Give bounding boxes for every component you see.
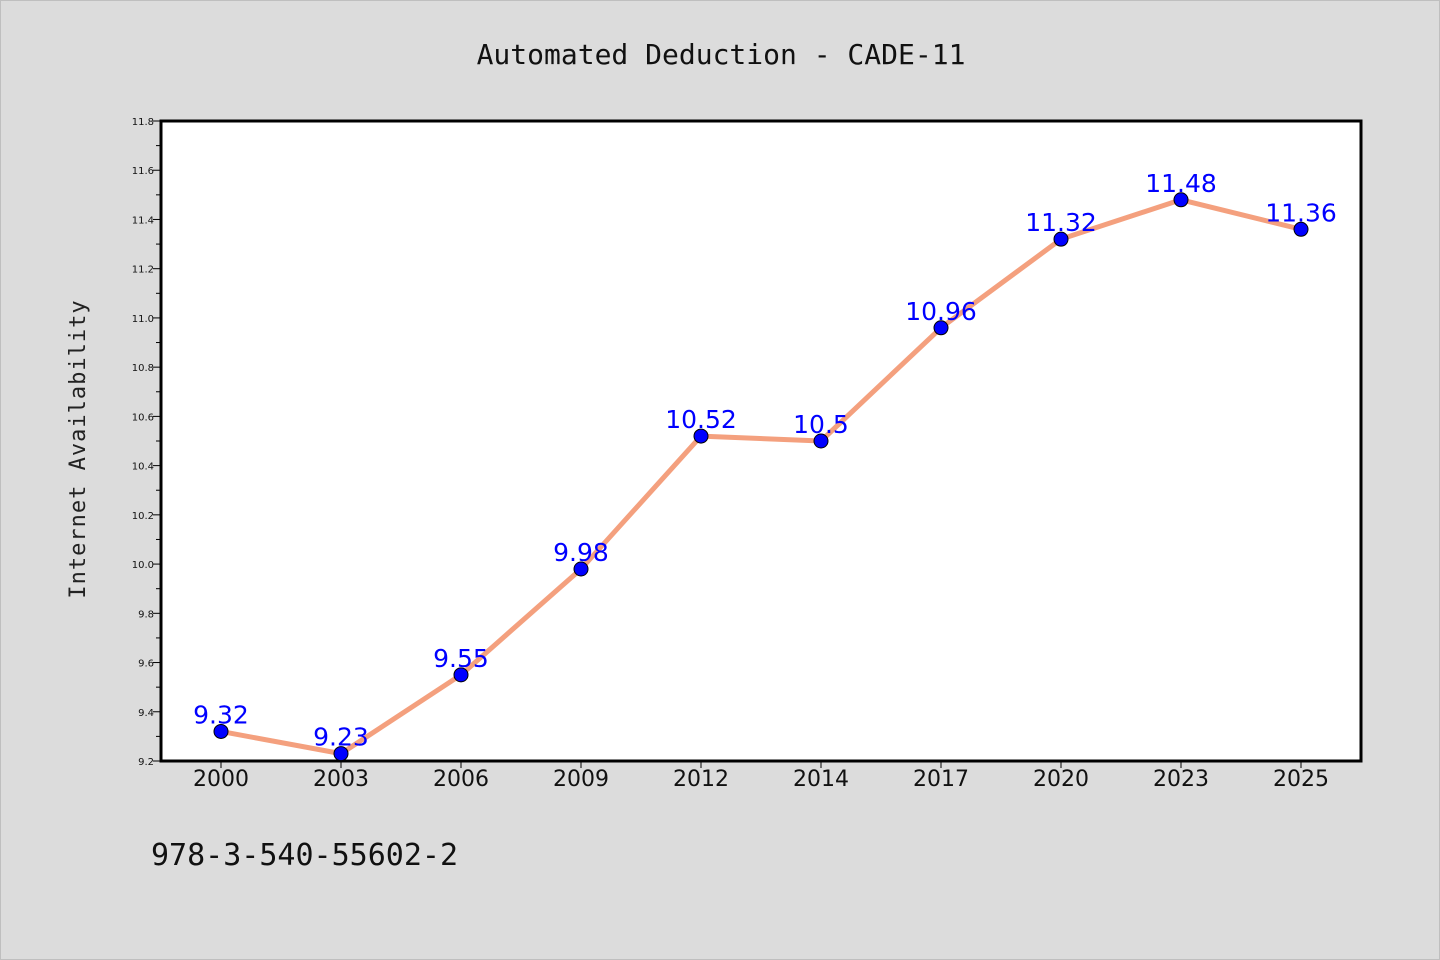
y-tick-label: 9.8	[138, 609, 154, 620]
series-labels: 9.32 9.23 9.55 9.98 10.52 10.5 10.96 11.32 11.48…	[193, 169, 1337, 752]
data-label: 9.23	[313, 723, 369, 752]
y-tick-label: 10.4	[132, 462, 154, 473]
y-tick-label: 10.6	[132, 412, 154, 423]
x-tick-label: 2017	[913, 767, 969, 792]
y-tick-label: 10.8	[132, 363, 154, 374]
x-tick-label: 2025	[1273, 767, 1329, 792]
series-line	[218, 197, 1304, 757]
data-point	[1293, 221, 1309, 237]
y-tick-label: 10.0	[132, 560, 154, 571]
x-tick-label: 2000	[193, 767, 249, 792]
chart-title: Automated Deduction - CADE-11	[477, 38, 966, 71]
data-label: 10.5	[793, 410, 849, 439]
data-point	[573, 561, 589, 577]
data-label: 10.96	[905, 297, 977, 326]
isbn-footer: 978-3-540-55602-2	[151, 838, 458, 873]
data-label: 11.48	[1145, 169, 1217, 198]
data-point	[1053, 231, 1069, 247]
x-tick-label: 2023	[1153, 767, 1209, 792]
x-tick-label: 2003	[313, 767, 369, 792]
data-label: 11.36	[1265, 198, 1337, 227]
y-tick-label: 11.2	[132, 265, 154, 276]
x-tick-label: 2014	[793, 767, 849, 792]
series-line-group	[218, 197, 1304, 757]
data-point	[693, 428, 709, 444]
data-label: 10.52	[665, 405, 737, 434]
y-tick-label: 10.2	[132, 511, 154, 522]
y-tick-label: 11.8	[132, 117, 154, 128]
data-label: 9.55	[433, 644, 489, 673]
y-tick-label: 9.4	[138, 708, 154, 719]
y-tick-label: 9.2	[138, 757, 154, 768]
y-axis-label: Internet Availability	[66, 299, 91, 598]
data-label: 9.98	[553, 538, 609, 567]
x-axis-ticks: 2000 2003 2006 2009 2012 2014 2017 2020 2023 2025	[193, 761, 1329, 792]
y-tick-label: 11.4	[132, 215, 154, 226]
x-tick-label: 2009	[553, 767, 609, 792]
series-points	[213, 192, 1309, 762]
data-label: 9.32	[193, 700, 249, 729]
data-point	[1173, 192, 1189, 208]
y-tick-label: 11.0	[132, 314, 154, 325]
data-label: 11.32	[1025, 208, 1097, 237]
data-point	[813, 433, 829, 449]
data-point	[933, 320, 949, 336]
x-tick-label: 2020	[1033, 767, 1089, 792]
data-point	[213, 723, 229, 739]
y-axis-ticks: 9.2 9.4 9.6 9.8 10.0 10.2 10.4 10.6 10.8 11.0 11.2…	[132, 117, 161, 768]
x-tick-label: 2006	[433, 767, 489, 792]
y-tick-label: 9.6	[138, 659, 154, 670]
data-point	[333, 746, 349, 762]
data-point	[453, 667, 469, 683]
y-tick-label: 11.6	[132, 166, 154, 177]
x-tick-label: 2012	[673, 767, 729, 792]
